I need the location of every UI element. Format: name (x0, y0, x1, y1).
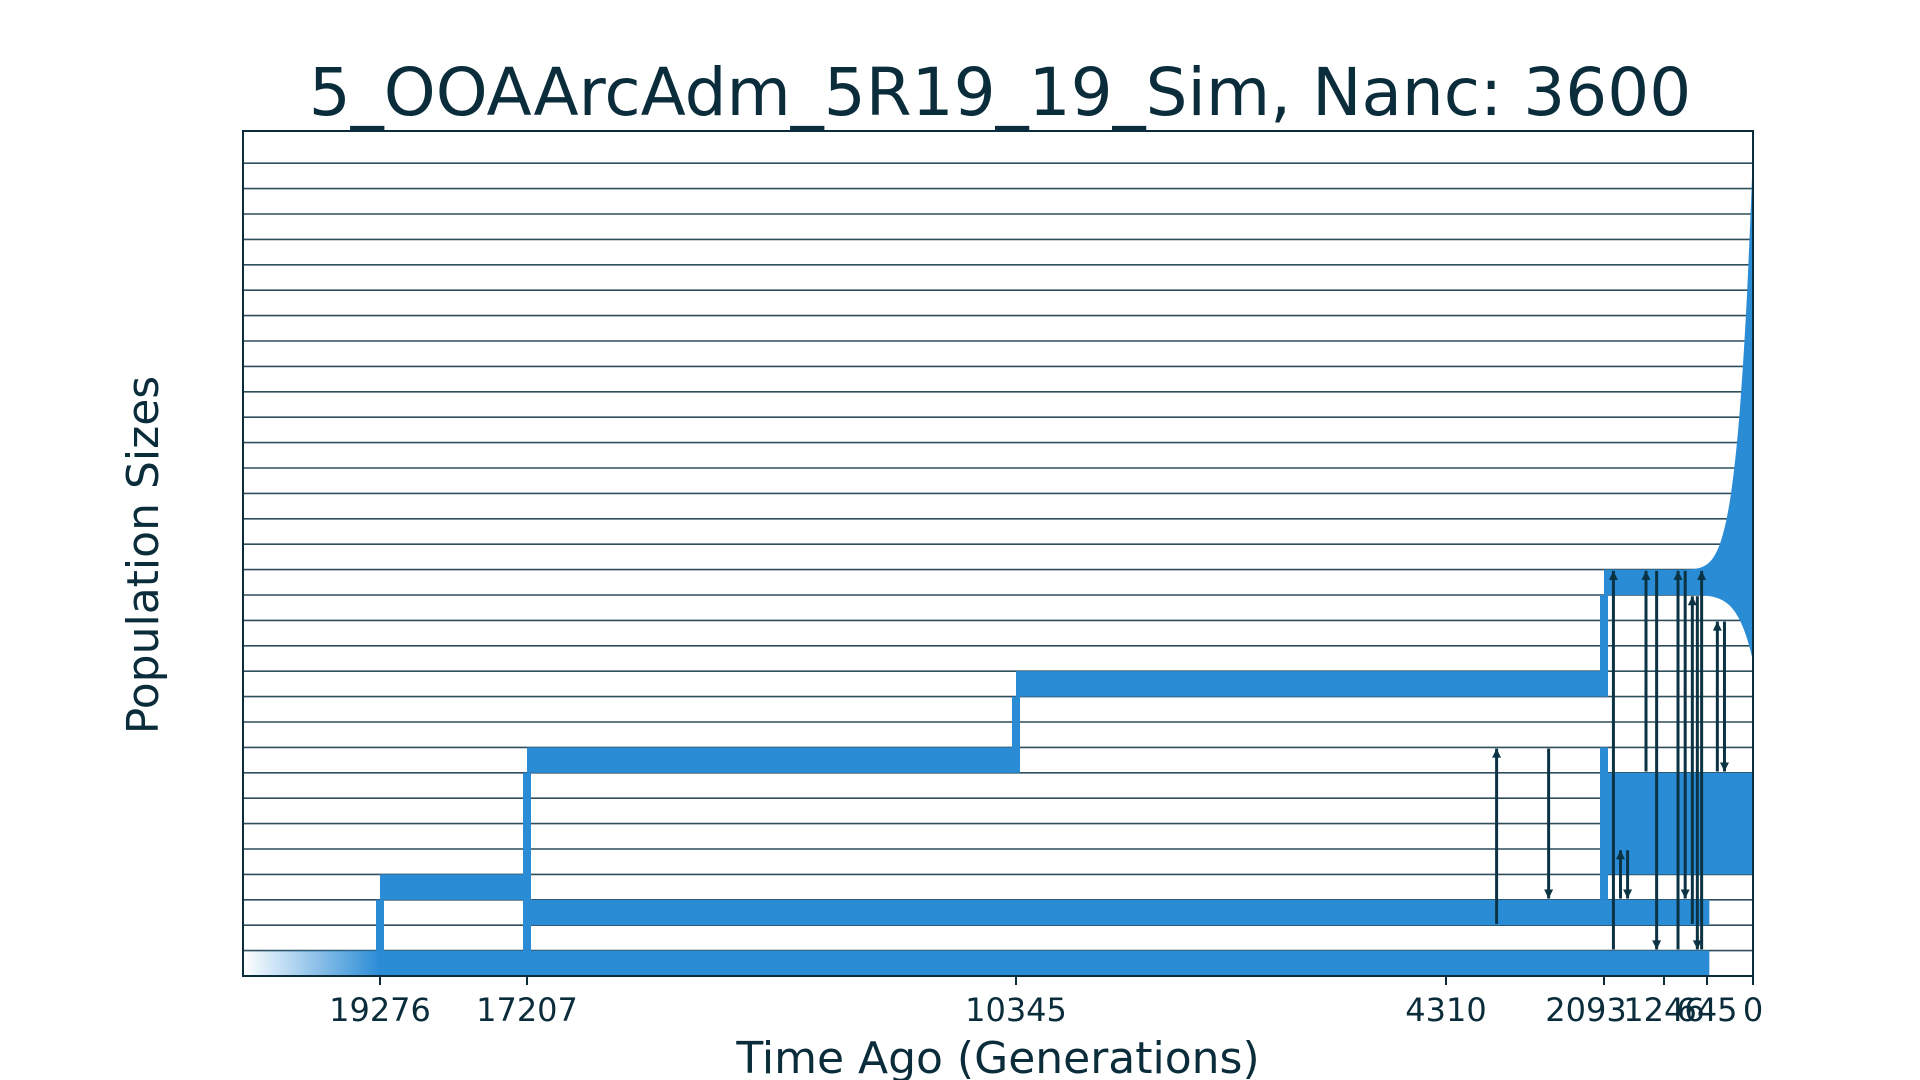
population-block-1 (527, 899, 1710, 926)
population-connector (523, 874, 531, 951)
migration-arrow-head (1719, 762, 1729, 772)
population-block-4 (1664, 150, 1753, 661)
migration-arrow-head (1687, 596, 1697, 606)
x-tick-label: 4310 (1405, 991, 1486, 1029)
migration-arrow-head (1623, 889, 1633, 899)
plot-frame (242, 130, 1754, 977)
x-tick-label: 0 (1743, 991, 1763, 1029)
ancestral-population-fade (243, 950, 380, 976)
population-block-1 (380, 874, 527, 900)
migration-arrow-head (1544, 889, 1554, 899)
migration-arrow-head (1652, 940, 1662, 950)
migration-arrow-head (1673, 570, 1683, 580)
x-tick-label: 1246 (1623, 991, 1704, 1029)
x-tick-label: 645 (1676, 991, 1737, 1029)
y-axis-label: Population Sizes (118, 376, 169, 734)
migration-arrow-head (1641, 570, 1651, 580)
population-connector (1012, 696, 1020, 773)
population-blocks (243, 150, 1753, 976)
population-connector (1600, 595, 1608, 697)
population-connector (523, 772, 531, 900)
x-axis-label: Time Ago (Generations) (735, 1033, 1259, 1080)
population-connector (1600, 747, 1608, 900)
x-tick-label: 17207 (476, 991, 578, 1029)
migration-arrow-head (1680, 889, 1690, 899)
x-tick-label: 19276 (329, 991, 431, 1029)
population-connector (376, 899, 384, 951)
grid-lines (243, 162, 1753, 952)
x-tick-label: 2093 (1545, 991, 1626, 1029)
population-block-2 (527, 747, 1016, 773)
migration-arrow-head (1608, 570, 1618, 580)
population-block-0 (380, 950, 1710, 976)
migration-arrow-head (1692, 940, 1702, 950)
chart-title: 5_OOAArcAdm_5R19_19_Sim, Nanc: 3600 (309, 54, 1691, 131)
migration-arrow-head (1492, 748, 1502, 758)
migration-arrow-head (1616, 850, 1626, 860)
population-block-2 (1016, 671, 1604, 697)
migration-arrows (1492, 570, 1729, 950)
migration-arrow-head (1712, 621, 1722, 631)
migration-arrow-head (1697, 570, 1707, 580)
x-tick-label: 10345 (965, 991, 1067, 1029)
